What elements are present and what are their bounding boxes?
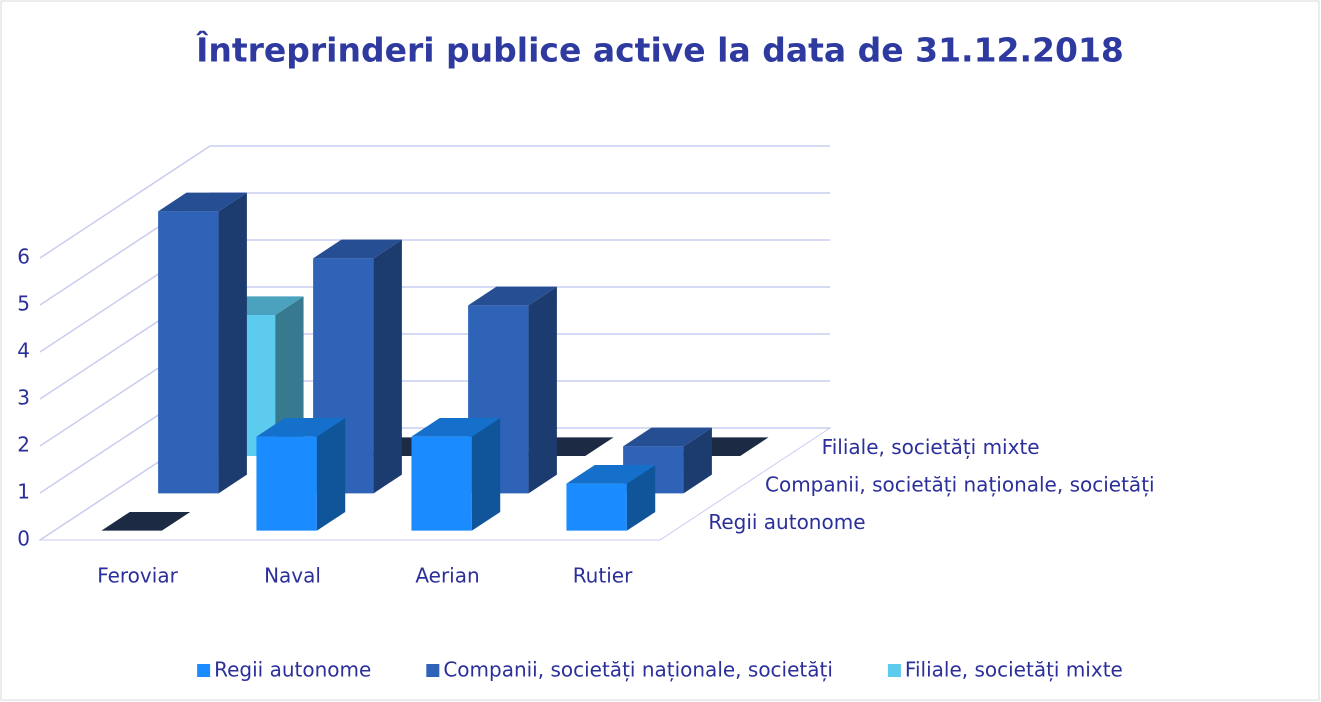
bar-top bbox=[158, 192, 247, 212]
bar-side bbox=[218, 192, 247, 494]
x-tick-label: Aerian bbox=[415, 564, 479, 588]
bar-top bbox=[468, 286, 557, 306]
legend-label: Filiale, societăți mixte bbox=[905, 658, 1123, 682]
bar-top bbox=[313, 239, 402, 259]
bar-side bbox=[626, 465, 656, 531]
x-tick-label: Feroviar bbox=[97, 564, 178, 588]
depth-label: Regii autonome bbox=[708, 510, 865, 534]
bar bbox=[101, 512, 191, 531]
bar-front bbox=[566, 483, 627, 531]
bar bbox=[256, 418, 346, 531]
bar bbox=[468, 286, 557, 494]
bar-top bbox=[256, 418, 346, 437]
depth-label: Companii, societăți naționale, societăți bbox=[765, 473, 1155, 497]
y-tick-label: 6 bbox=[17, 245, 30, 269]
bar-front bbox=[256, 436, 317, 531]
bar-side bbox=[683, 427, 712, 494]
depth-label: Filiale, societăți mixte bbox=[822, 435, 1040, 459]
bar-top bbox=[411, 418, 501, 437]
bar-front bbox=[158, 211, 219, 494]
bar-top bbox=[101, 512, 191, 531]
bar-front bbox=[411, 436, 472, 531]
bar-side bbox=[528, 286, 557, 494]
y-tick-label: 2 bbox=[17, 433, 30, 457]
y-tick-label: 3 bbox=[17, 386, 30, 410]
x-tick-label: Rutier bbox=[573, 564, 633, 588]
legend-label: Regii autonome bbox=[214, 658, 371, 682]
legend-swatch bbox=[197, 664, 211, 677]
bar-side bbox=[471, 418, 501, 531]
bar-top bbox=[623, 427, 712, 447]
y-tick-label: 4 bbox=[17, 339, 30, 363]
bar-side bbox=[275, 296, 304, 456]
bar bbox=[566, 465, 656, 531]
x-tick-label: Naval bbox=[264, 564, 321, 588]
grid-line bbox=[39, 145, 830, 259]
bar-side bbox=[316, 418, 346, 531]
legend-label: Companii, societăți naționale, societăți bbox=[443, 658, 833, 682]
legend-swatch bbox=[887, 664, 901, 677]
y-tick-label: 1 bbox=[17, 480, 30, 504]
bar bbox=[158, 192, 247, 494]
legend-swatch bbox=[426, 664, 440, 677]
bar-side bbox=[373, 239, 402, 494]
bar-top bbox=[566, 465, 656, 484]
y-tick-label: 0 bbox=[17, 527, 30, 551]
bar bbox=[411, 418, 501, 531]
y-tick-label: 5 bbox=[17, 292, 30, 316]
chart-title: Întreprinderi publice active la data de … bbox=[196, 30, 1124, 70]
